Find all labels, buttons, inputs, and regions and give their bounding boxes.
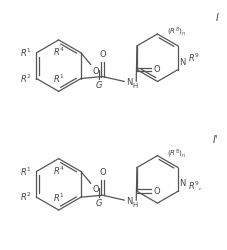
Text: $(R^8)_n$: $(R^8)_n$ [167, 147, 185, 160]
Text: $R^2$: $R^2$ [20, 72, 32, 85]
Text: N: N [179, 58, 185, 67]
Text: $R^2$: $R^2$ [20, 191, 32, 203]
Text: O: O [93, 67, 99, 76]
Text: O: O [99, 168, 106, 177]
Text: $R^4$: $R^4$ [53, 164, 65, 177]
Text: I: I [216, 13, 219, 23]
Text: N: N [126, 197, 133, 206]
Text: N: N [179, 179, 185, 188]
Text: O: O [154, 65, 160, 74]
Text: $R^1$: $R^1$ [53, 73, 64, 86]
Text: $R^9$,: $R^9$, [188, 180, 202, 193]
Text: H: H [132, 84, 138, 89]
Text: $R^9$: $R^9$ [188, 52, 200, 64]
Text: $(R^8)_n$: $(R^8)_n$ [167, 26, 185, 38]
Text: O: O [154, 187, 160, 196]
Text: G: G [95, 80, 102, 90]
Text: $R^1$: $R^1$ [20, 165, 32, 178]
Text: O: O [99, 50, 106, 59]
Text: $R^4$: $R^4$ [53, 46, 65, 58]
Text: I': I' [213, 135, 219, 145]
Text: $R^1$: $R^1$ [20, 46, 32, 59]
Text: H: H [132, 202, 138, 208]
Text: O: O [93, 185, 99, 194]
Text: $R^1$: $R^1$ [53, 192, 64, 204]
Text: N: N [126, 78, 133, 87]
Text: G: G [95, 199, 102, 208]
